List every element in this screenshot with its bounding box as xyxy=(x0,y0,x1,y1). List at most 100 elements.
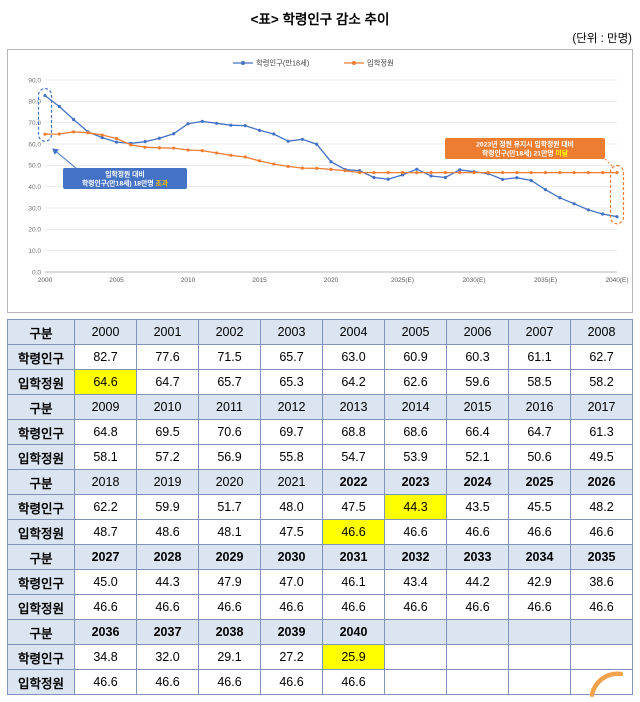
svg-text:입학정원: 입학정원 xyxy=(367,59,394,68)
value-cell: 60.9 xyxy=(384,344,447,370)
table-col-header: 구분 xyxy=(7,394,75,420)
value-cell: 42.9 xyxy=(508,569,571,595)
value-cell: 46.6 xyxy=(198,669,261,695)
value-cell: 62.6 xyxy=(384,369,447,395)
value-cell: 46.6 xyxy=(74,669,137,695)
row-label: 입학정원 xyxy=(7,369,75,395)
year-cell: 2032 xyxy=(384,544,447,570)
year-cell: 2015 xyxy=(446,394,509,420)
value-cell: 47.5 xyxy=(260,519,323,545)
value-cell: 65.3 xyxy=(260,369,323,395)
value-cell xyxy=(384,669,447,695)
value-cell: 47.0 xyxy=(260,569,323,595)
svg-text:학령인구(만18세) 21만명 미달: 학령인구(만18세) 21만명 미달 xyxy=(482,149,569,158)
value-cell: 68.6 xyxy=(384,419,447,445)
year-cell: 2013 xyxy=(322,394,385,420)
table-row: 입학정원 46.6 46.6 46.6 46.6 46.6 46.6 46.6 46.6 46.6 xyxy=(7,594,633,620)
row-label: 학령인구 xyxy=(7,344,75,370)
series-admission-quota xyxy=(43,130,619,175)
svg-text:2015: 2015 xyxy=(252,277,267,284)
value-cell: 66.4 xyxy=(446,419,509,445)
year-cell: 2030 xyxy=(260,544,323,570)
value-cell: 69.7 xyxy=(260,419,323,445)
series-school-age-population xyxy=(43,93,619,219)
value-cell: 62.7 xyxy=(570,344,633,370)
year-cell: 2024 xyxy=(446,469,509,495)
table-row: 학령인구 64.8 69.5 70.6 69.7 68.8 68.6 66.4 64.7 61.3 xyxy=(7,419,633,445)
svg-text:40.0: 40.0 xyxy=(28,184,41,191)
value-cell: 64.7 xyxy=(136,369,199,395)
value-cell: 46.6 xyxy=(446,594,509,620)
decorative-arc xyxy=(589,671,624,697)
value-cell: 46.6 xyxy=(322,594,385,620)
value-cell xyxy=(446,669,509,695)
value-cell: 51.7 xyxy=(198,494,261,520)
year-cell: 2001 xyxy=(136,319,199,345)
svg-text:2010: 2010 xyxy=(181,277,196,284)
year-cell: 2007 xyxy=(508,319,571,345)
value-cell: 64.2 xyxy=(322,369,385,395)
value-cell: 46.1 xyxy=(322,569,385,595)
year-cell xyxy=(384,619,447,645)
table-row: 입학정원 48.7 48.6 48.1 47.5 46.6 46.6 46.6 46.6 46.6 xyxy=(7,519,633,545)
value-cell: 58.5 xyxy=(508,369,571,395)
value-cell: 61.1 xyxy=(508,344,571,370)
year-cell xyxy=(570,619,633,645)
value-cell: 59.6 xyxy=(446,369,509,395)
value-cell xyxy=(508,669,571,695)
unit-label: (단위 : 만명) xyxy=(572,33,632,45)
page-title: <표> 학령인구 감소 추이 xyxy=(250,12,390,27)
svg-text:학령인구(만18세) 18만명 초과: 학령인구(만18세) 18만명 초과 xyxy=(82,179,169,188)
year-cell: 2037 xyxy=(136,619,199,645)
value-cell: 46.6 xyxy=(260,594,323,620)
value-cell: 43.4 xyxy=(384,569,447,595)
svg-text:2030(E): 2030(E) xyxy=(462,277,485,284)
chart-legend: 학령인구(만18세) 입학정원 xyxy=(233,59,394,68)
value-cell xyxy=(446,644,509,670)
value-cell: 59.9 xyxy=(136,494,199,520)
year-cell: 2006 xyxy=(446,319,509,345)
table-col-header: 구분 xyxy=(7,469,75,495)
value-cell: 49.5 xyxy=(570,444,633,470)
value-cell: 52.1 xyxy=(446,444,509,470)
year-cell: 2003 xyxy=(260,319,323,345)
value-cell: 46.6 xyxy=(446,519,509,545)
year-cell: 2011 xyxy=(198,394,261,420)
value-cell: 64.6 xyxy=(74,369,137,395)
value-cell: 46.6 xyxy=(570,594,633,620)
value-cell: 70.6 xyxy=(198,419,261,445)
svg-text:10.0: 10.0 xyxy=(28,248,41,255)
table-row: 학령인구 82.7 77.6 71.5 65.7 63.0 60.9 60.3 61.1 62.7 xyxy=(7,344,633,370)
year-cell: 2029 xyxy=(198,544,261,570)
year-cell: 2031 xyxy=(322,544,385,570)
year-cell: 2020 xyxy=(198,469,261,495)
value-cell: 71.5 xyxy=(198,344,261,370)
value-cell: 46.6 xyxy=(508,594,571,620)
year-cell: 2018 xyxy=(74,469,137,495)
svg-text:80.0: 80.0 xyxy=(28,99,41,106)
svg-text:2035(E): 2035(E) xyxy=(534,277,557,284)
svg-text:30.0: 30.0 xyxy=(28,205,41,212)
value-cell: 69.5 xyxy=(136,419,199,445)
table-row: 학령인구 62.2 59.9 51.7 48.0 47.5 44.3 43.5 45.5 48.2 xyxy=(7,494,633,520)
value-cell: 65.7 xyxy=(198,369,261,395)
value-cell: 46.6 xyxy=(508,519,571,545)
value-cell: 48.1 xyxy=(198,519,261,545)
table-header-row: 구분 2009 2010 2011 2012 2013 2014 2015 2016 2017 xyxy=(7,394,633,420)
row-label: 입학정원 xyxy=(7,444,75,470)
year-cell: 2028 xyxy=(136,544,199,570)
svg-text:2025(E): 2025(E) xyxy=(391,277,414,284)
value-cell: 46.6 xyxy=(384,594,447,620)
value-cell: 46.6 xyxy=(322,519,385,545)
value-cell: 54.7 xyxy=(322,444,385,470)
line-chart: 0.0 10.0 20.0 30.0 40.0 50.0 60.0 70.0 80.0 90.0 2… xyxy=(28,59,628,285)
value-cell: 46.6 xyxy=(322,669,385,695)
table-header-row: 구분 2000 2001 2002 2003 2004 2005 2006 2007 2008 xyxy=(7,319,633,345)
value-cell: 64.7 xyxy=(508,419,571,445)
table-row: 입학정원 58.1 57.2 56.9 55.8 54.7 53.9 52.1 50.6 49.5 xyxy=(7,444,633,470)
value-cell: 82.7 xyxy=(74,344,137,370)
year-cell: 2004 xyxy=(322,319,385,345)
value-cell: 44.3 xyxy=(384,494,447,520)
